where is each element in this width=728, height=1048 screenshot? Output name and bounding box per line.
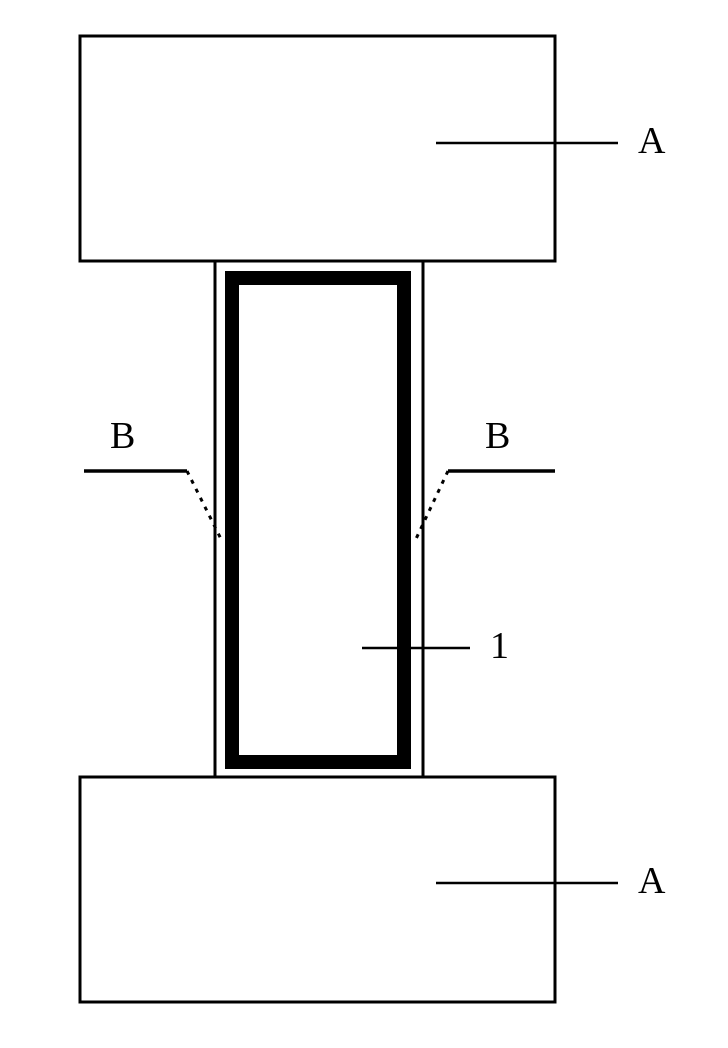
bottom-block — [80, 777, 555, 1002]
inner-rect — [232, 278, 404, 762]
label-left-gap: B — [110, 415, 135, 457]
label-top-block: A — [638, 120, 666, 162]
label-inner-rect: 1 — [490, 625, 509, 667]
top-block — [80, 36, 555, 261]
label-bottom-block: A — [638, 860, 666, 902]
technical-diagram: A A B B 1 — [0, 0, 728, 1048]
label-right-gap: B — [485, 415, 510, 457]
leader-left-gap-dotted — [187, 471, 222, 541]
leader-right-gap-dotted — [415, 471, 448, 541]
